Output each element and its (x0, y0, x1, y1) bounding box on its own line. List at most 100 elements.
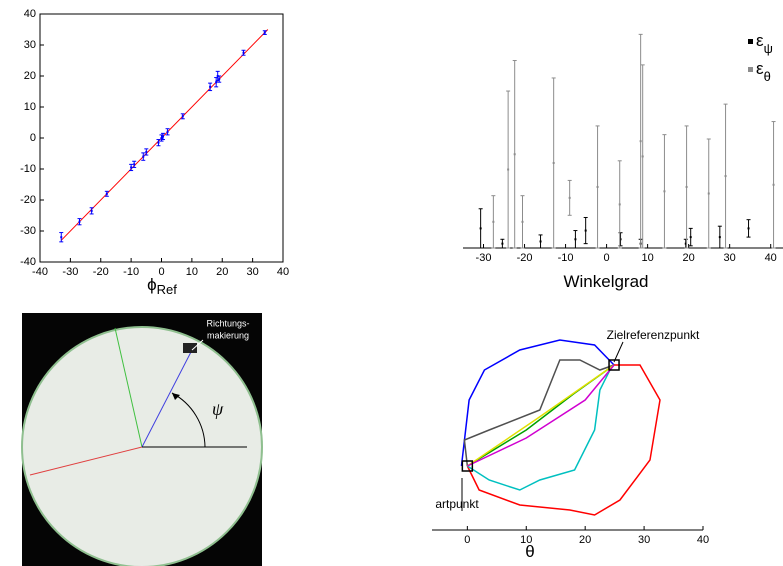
x-tick-label: -10 (123, 266, 139, 278)
error-bar-center (162, 135, 165, 138)
x-tick-label: 40 (277, 266, 289, 278)
error-bar (161, 132, 166, 141)
x-tick-label: -20 (93, 266, 109, 278)
error-bar (717, 225, 722, 249)
y-tick-label: -40 (20, 256, 36, 268)
error-bar (551, 77, 556, 249)
error-bar-center (641, 155, 644, 158)
error-bar (478, 208, 483, 249)
trajectory (466, 364, 615, 467)
y-tick-label: 10 (24, 101, 36, 113)
annotation-pointer (613, 341, 624, 363)
error-bar (538, 234, 543, 249)
y-tick-label: 30 (24, 39, 36, 51)
error-bar-center (747, 227, 750, 230)
trajectory (460, 339, 615, 467)
legend-swatch (748, 39, 753, 44)
error-bar (500, 238, 505, 249)
legend-name: ε (756, 31, 764, 50)
error-bar-center (619, 238, 622, 241)
x-tick-label: -30 (62, 266, 78, 278)
error-bar (583, 216, 588, 245)
error-bar-center (772, 183, 775, 186)
error-bar (129, 163, 134, 172)
y-tick-label: 40 (24, 8, 36, 20)
blue-line (141, 349, 193, 448)
chart: -40 -30 -20 -10 0 10 20 30 40 -40 -30 -20 -10 0 10 20 30… (20, 8, 289, 298)
annotation: Zielreferenzpunkt (607, 328, 700, 342)
x-axis-label-text: Winkelgrad (563, 272, 648, 291)
legend-subscript: θ (764, 69, 771, 84)
error-bar-center (90, 209, 93, 212)
error-bar-center (242, 51, 245, 54)
marker-pointer (191, 339, 204, 351)
error-bar-center (539, 240, 542, 243)
error-bar (59, 232, 64, 243)
error-bar-center (133, 163, 136, 166)
y-tick-label: -20 (20, 194, 36, 206)
error-bar (104, 190, 109, 197)
error-bar-center (130, 166, 133, 169)
error-bar (132, 160, 137, 168)
x-axis-label-sub: Ref (157, 282, 178, 297)
error-bar-center (618, 203, 621, 206)
x-axis-label-text: ϕ (147, 275, 157, 294)
red-line (29, 446, 143, 476)
error-bar (595, 125, 600, 249)
error-bar-center (142, 155, 145, 158)
chart: 0 10 20 30 40 θ Zielreferenzpunkt artpunkt (432, 328, 709, 561)
error-bar-center (552, 161, 555, 164)
x-tick-label: 20 (579, 534, 591, 546)
legend-swatch (748, 67, 753, 72)
x-tick-label: 40 (697, 534, 709, 546)
marker-label: makierung (207, 330, 249, 340)
error-bar (506, 90, 511, 249)
x-tick-label: 10 (186, 266, 198, 278)
error-bar (683, 238, 688, 249)
error-bar (89, 207, 94, 215)
error-bar (77, 218, 82, 226)
y-tick-label: 20 (24, 70, 36, 82)
error-bar-center (707, 192, 710, 195)
x-tick-label: 10 (641, 252, 653, 264)
y-tick-label: 0 (30, 132, 36, 144)
error-bar-center (574, 238, 577, 241)
target-marker (608, 359, 620, 371)
x-tick-label: 0 (158, 266, 164, 278)
marker-label: Richtungs- (206, 318, 249, 328)
legend-label: εθ (756, 59, 771, 84)
error-bar-center (78, 220, 81, 223)
trajectory (466, 364, 615, 491)
legend-label: εψ (756, 31, 773, 56)
error-bar-center (507, 168, 510, 171)
error-bar-center (492, 220, 495, 223)
error-bar (144, 148, 149, 156)
error-bar (573, 230, 578, 249)
error-bar (746, 219, 751, 238)
error-bar (512, 60, 517, 249)
trajectory (463, 359, 615, 467)
x-tick-label: -40 (32, 266, 48, 278)
green-line (114, 327, 143, 448)
x-axis-label: θ (525, 542, 534, 561)
y-tick-label: -30 (20, 225, 36, 237)
x-tick-label: 30 (724, 252, 736, 264)
error-bar-center (724, 175, 727, 178)
error-bar (165, 128, 170, 136)
error-bar-center (181, 115, 184, 118)
error-bar-center (215, 81, 218, 84)
error-bar (180, 113, 185, 120)
error-bar (217, 75, 222, 83)
error-bar-center (105, 192, 108, 195)
x-tick-label: 0 (464, 534, 470, 546)
error-bar-center (218, 78, 221, 81)
error-bar (684, 125, 689, 249)
error-bar-center (157, 141, 160, 144)
error-bar-center (160, 137, 163, 139)
fit-line (60, 29, 269, 241)
error-bar-center (479, 227, 482, 230)
x-tick-label: 0 (604, 252, 610, 264)
